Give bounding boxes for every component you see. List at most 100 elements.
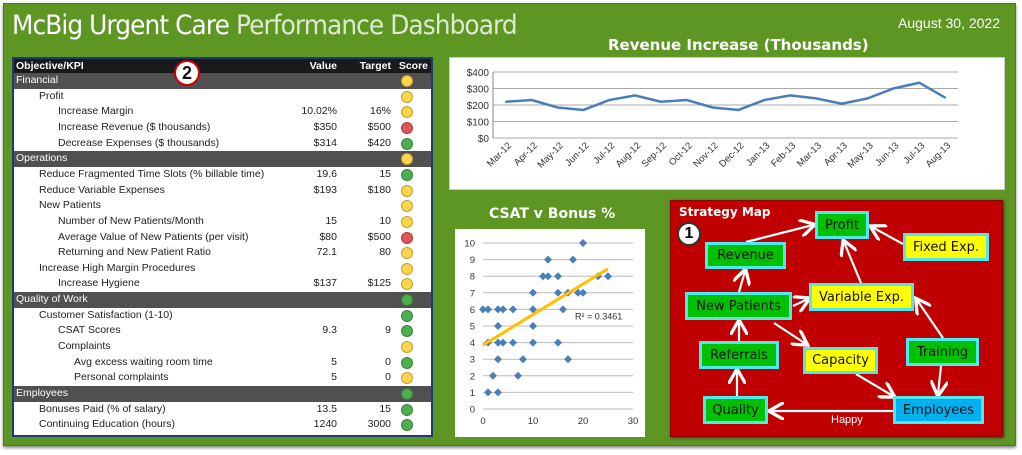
section-row: Operations [14, 151, 431, 167]
kpi-name: CSAT Scores [58, 324, 121, 337]
kpi-name: Employees [16, 387, 68, 399]
table-row: CSAT Scores 9.3 9 [14, 323, 431, 339]
data-point [944, 96, 947, 99]
data-point [763, 99, 766, 102]
x-tick-label: 10 [528, 416, 539, 427]
scatter-point [569, 255, 577, 264]
y-tick-label: $300 [467, 85, 490, 96]
y-tick-label: 5 [470, 322, 475, 333]
score-indicator-yellow [401, 215, 413, 228]
col-score: Score [398, 60, 428, 72]
title-brand: McBig Urgent Care [12, 10, 230, 41]
data-point [711, 106, 714, 109]
kpi-value: 19.6 [316, 167, 337, 180]
y-tick-label: $0 [478, 134, 490, 145]
kpi-value: $193 [313, 183, 337, 196]
scatter-point [529, 338, 537, 347]
edge-label-happy: Happy [831, 414, 863, 426]
scatter-point [514, 371, 522, 380]
table-row: Reduce Variable Expenses $193 $180 [14, 183, 431, 199]
scatter-point [499, 305, 507, 314]
kpi-name: Quality of Work [16, 293, 88, 306]
scatter-point [554, 338, 562, 347]
kpi-value: 15 [325, 214, 337, 227]
node-training: Training [906, 338, 979, 366]
y-tick-label: $200 [467, 101, 490, 112]
data-point [737, 108, 740, 111]
table-row: Profit [14, 89, 431, 105]
table-row: Continuing Education (hours) 1240 3000 [14, 417, 431, 433]
score-indicator-yellow [401, 75, 413, 87]
scatter-point [544, 272, 552, 281]
scatter-point [484, 388, 492, 397]
y-tick-label: 7 [470, 288, 475, 299]
kpi-name: Avg excess waiting room time [74, 355, 213, 368]
kpi-name: Profit [39, 89, 64, 102]
y-tick-label: 1 [470, 388, 475, 399]
score-indicator-green [401, 294, 413, 307]
revenue-chart: $0 $100 $200 $300 $400 Mar-12 Apr-12 May-12 Jun-… [449, 57, 1005, 190]
kpi-name: Bonuses Paid (% of salary) [39, 402, 166, 415]
revenue-chart-title: Revenue Increase (Thousands) [608, 36, 869, 54]
strategy-map: Strategy Map 1 Profit Fixed Exp. Revenue… [670, 200, 1003, 437]
kpi-target: 9 [385, 324, 391, 337]
scatter-point [579, 288, 587, 297]
arrow-capacity-employees [855, 373, 893, 396]
kpi-name: Personal complaints [74, 371, 169, 384]
score-indicator-yellow [401, 153, 413, 166]
kpi-value: 72.1 [316, 246, 337, 259]
x-tick-label: Nov-12 [691, 140, 720, 169]
kpi-target: 3000 [367, 418, 391, 431]
x-tick-label: Aug-13 [924, 140, 953, 169]
arrow-fixed-profit [872, 227, 904, 245]
data-point [866, 97, 869, 100]
scatter-point [479, 305, 487, 314]
kpi-value: $137 [313, 277, 337, 290]
csat-scatter-chart: 0 1 2 3 4 5 6 7 8 9 10 0 10 20 30 R² = 0.3461 [455, 229, 645, 437]
score-indicator-green [401, 325, 413, 338]
kpi-target: 15 [379, 167, 391, 180]
table-row: Avg excess waiting room time 5 0 [14, 355, 431, 371]
scatter-point [489, 371, 497, 380]
arrow-variable-profit [844, 242, 863, 284]
scatter-point [494, 338, 502, 347]
page-title: McBig Urgent Care Performance Dashboard [12, 10, 518, 41]
table-row: Returning and New Patient Ratio 72.1 80 [14, 245, 431, 261]
score-indicator-yellow [401, 106, 413, 119]
x-tick-label: 30 [628, 416, 639, 427]
x-tick-label: Mar-12 [485, 140, 514, 169]
x-tick-label: May-13 [846, 140, 876, 170]
score-indicator-green [401, 419, 413, 432]
kpi-table: Objective/KPI Value Target Score Financi… [12, 57, 433, 437]
score-indicator-yellow [401, 372, 413, 385]
kpi-target: $180 [367, 183, 391, 196]
data-point [918, 81, 921, 84]
kpi-value: $350 [313, 120, 337, 133]
arrow-training-variable [917, 300, 944, 339]
table-row: New Patients [14, 198, 431, 214]
data-point [530, 99, 533, 102]
kpi-target: 16% [369, 105, 391, 118]
x-tick-label: 0 [480, 416, 485, 427]
table-row: Customer Satisfaction (1-10) [14, 308, 431, 324]
data-point [840, 102, 843, 105]
table-row: Bonuses Paid (% of salary) 13.5 15 [14, 402, 431, 418]
table-row: Reduce Fragmented Time Slots (% billable… [14, 167, 431, 183]
kpi-value: 5 [331, 371, 337, 384]
kpi-name: Continuing Education (hours) [39, 418, 175, 431]
score-indicator-yellow [401, 200, 413, 213]
x-tick-label: Aug-12 [614, 140, 643, 169]
x-tick-label: Feb-13 [769, 140, 798, 169]
y-tick-label: 10 [464, 239, 475, 250]
scatter-point [499, 338, 507, 347]
scatter-point [564, 355, 572, 364]
kpi-name: Increase Hygiene [58, 277, 140, 290]
kpi-name: Reduce Fragmented Time Slots (% billable… [39, 167, 265, 180]
scatter-point [539, 272, 547, 281]
x-tick-label: Oct-12 [667, 140, 695, 168]
strategy-map-title: Strategy Map [679, 205, 771, 219]
scatter-point [509, 305, 517, 314]
y-tick-label: 2 [470, 371, 475, 382]
callout-badge-1: 1 [677, 222, 701, 246]
arrow-newpatients-revenue [739, 271, 745, 293]
